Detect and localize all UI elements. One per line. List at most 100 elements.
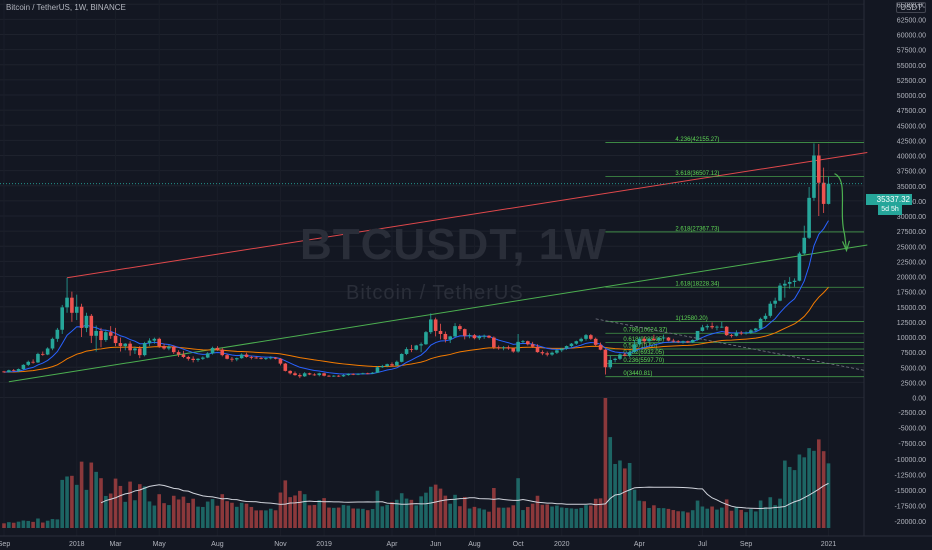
candle-body — [302, 373, 307, 377]
volume-bar — [55, 519, 60, 528]
candle-body — [118, 343, 123, 347]
candle-body — [433, 319, 438, 331]
volume-bar — [74, 484, 79, 528]
volume-bar — [579, 507, 583, 528]
volume-bar — [162, 503, 166, 528]
volume-bar — [84, 489, 89, 528]
volume-bar — [108, 493, 113, 528]
volume-bar — [715, 509, 719, 528]
volume-bar — [419, 496, 423, 528]
fib-level-label: 1(12580.20) — [675, 316, 707, 322]
volume-bar — [196, 506, 200, 528]
volume-bar — [94, 471, 98, 528]
candle-body — [365, 373, 370, 375]
candle-body — [593, 338, 598, 345]
candle-body — [443, 333, 448, 340]
candle-body — [589, 335, 593, 339]
candle-body — [171, 346, 176, 353]
candle-body — [676, 341, 680, 343]
candle-body — [65, 297, 69, 308]
candle-body — [584, 335, 588, 339]
candle-body — [734, 332, 739, 336]
candle-body — [395, 361, 399, 366]
volume-bar — [278, 492, 283, 528]
volume-bar — [623, 468, 627, 528]
volume-bar — [826, 463, 831, 528]
volume-bar — [230, 502, 234, 528]
candle-body — [108, 332, 113, 336]
candle-body — [758, 318, 763, 329]
candle-body — [70, 297, 74, 313]
candle-body — [104, 332, 108, 341]
candle-body — [215, 347, 220, 350]
candle-body — [695, 330, 700, 341]
volume-bar — [361, 508, 365, 528]
volume-bar — [60, 479, 64, 528]
candle-body — [749, 330, 753, 333]
candle-body — [11, 370, 16, 372]
trendline — [8, 244, 868, 383]
volume-bar — [598, 498, 603, 528]
time-tick-label: Apr — [387, 541, 399, 548]
candle-body — [16, 369, 21, 371]
time-tick-label: 2018 — [69, 541, 85, 548]
volume-bar — [540, 504, 545, 528]
volume-bar — [113, 478, 118, 528]
candle-body — [608, 359, 613, 368]
projection-arrow — [834, 173, 848, 250]
price-tick-label: 5000.00 — [901, 365, 926, 372]
candle-body — [288, 370, 292, 374]
candle-body — [623, 354, 627, 356]
volume-bar — [133, 500, 137, 528]
volume-bar — [346, 505, 351, 528]
volume-bar — [511, 505, 516, 528]
candle-body — [482, 335, 486, 337]
candle-body — [176, 352, 181, 355]
candle-body — [559, 348, 564, 351]
candle-body — [419, 344, 423, 346]
volume-bar — [26, 520, 31, 528]
candle-body — [147, 340, 152, 344]
volume-bar — [603, 398, 608, 528]
volume-bar — [647, 507, 651, 528]
volume-bar — [147, 501, 152, 528]
candle-body — [361, 373, 365, 375]
candle-body — [802, 237, 807, 254]
candle-body — [31, 361, 35, 363]
time-tick-label: 2019 — [316, 541, 332, 548]
price-tick-label: 0.00 — [912, 396, 926, 403]
price-tick-label: 65000.00 — [897, 2, 926, 9]
currency-badge[interactable]: USDT — [896, 2, 926, 13]
last-price-tag: 35337.32 — [866, 194, 912, 205]
time-tick-label: Sep — [740, 541, 753, 548]
candle-body — [647, 338, 651, 342]
candle-body — [254, 357, 258, 359]
candle-body — [632, 344, 637, 353]
candle-body — [36, 353, 40, 363]
volume-bar — [70, 475, 74, 528]
volume-bar — [564, 507, 569, 528]
volume-bar — [686, 512, 690, 528]
volume-bar — [225, 501, 229, 528]
volume-bar — [11, 522, 16, 528]
candle-body — [521, 341, 525, 343]
candle-body — [293, 373, 297, 376]
volume-bar — [414, 505, 419, 528]
candle-body — [157, 338, 161, 347]
candle-body — [181, 354, 186, 357]
candle-body — [317, 373, 322, 376]
volume-bar — [492, 487, 496, 528]
candle-body — [210, 347, 215, 354]
volume-bar — [690, 510, 695, 528]
candle-body — [201, 357, 205, 359]
candle-body — [598, 344, 603, 350]
time-tick-label: 2021 — [821, 541, 837, 548]
candle-body — [307, 373, 312, 375]
volume-bar — [462, 496, 467, 528]
candle-body — [273, 357, 278, 359]
candle-body — [375, 367, 380, 373]
candle-body — [84, 315, 89, 328]
candle-body — [414, 345, 419, 350]
candle-body — [753, 328, 758, 331]
